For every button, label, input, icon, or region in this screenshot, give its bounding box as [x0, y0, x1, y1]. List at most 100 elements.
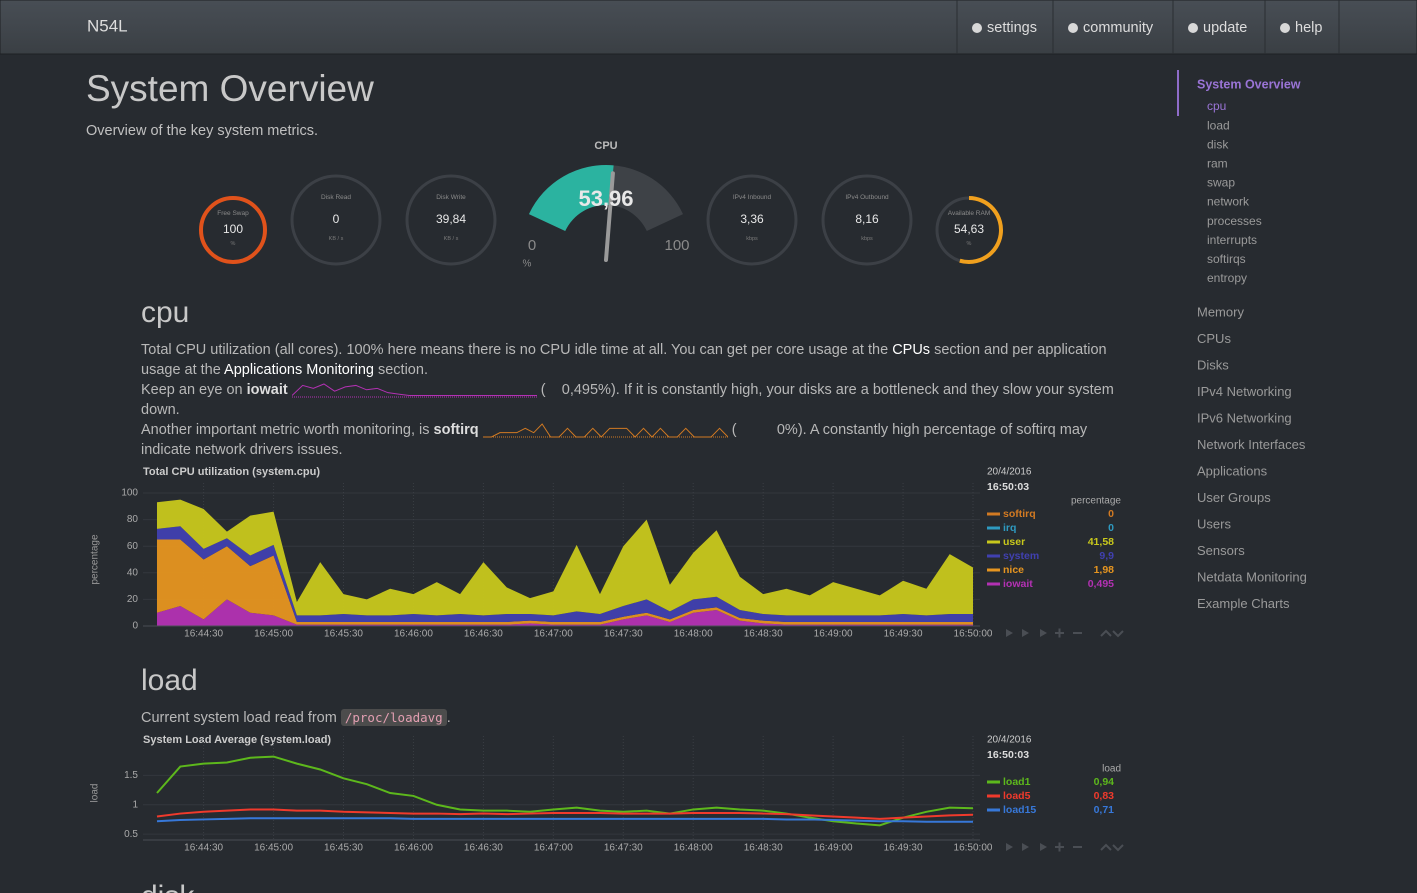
x-tick-label: 16:50:00: [954, 843, 993, 854]
legend-name[interactable]: user: [1003, 536, 1025, 548]
x-tick-label: 16:48:00: [674, 843, 713, 854]
text: Another important metric worth monitorin…: [141, 422, 434, 438]
sidebar-subitem[interactable]: ram: [1207, 156, 1228, 170]
sidebar-section[interactable]: Applications: [1197, 463, 1268, 478]
sidebar-subitem[interactable]: interrupts: [1207, 233, 1257, 247]
toolbar-button[interactable]: [1055, 628, 1082, 638]
sidebar-subitem[interactable]: network: [1207, 195, 1250, 209]
nav-link[interactable]: community: [1083, 20, 1154, 36]
nav-link[interactable]: help: [1295, 20, 1322, 36]
sidebar-section[interactable]: Disks: [1197, 357, 1229, 372]
gauge-unit: kbps: [746, 236, 758, 242]
y-tick-label: 60: [127, 541, 139, 552]
sidebar-subitem[interactable]: processes: [1207, 214, 1262, 228]
toolbar-button[interactable]: [1006, 629, 1013, 637]
toolbar-button[interactable]: [1022, 629, 1029, 637]
legend-value: 1,98: [1094, 564, 1115, 576]
sidebar-active[interactable]: System Overview: [1197, 77, 1301, 91]
y-axis-label: load: [90, 784, 101, 803]
legend-name[interactable]: load5: [1003, 790, 1031, 802]
x-tick-label: 16:47:00: [534, 629, 573, 640]
gauge-label: Available RAM: [948, 210, 991, 217]
sidebar-section[interactable]: Netdata Monitoring: [1197, 569, 1307, 584]
sidebar-subitem[interactable]: load: [1207, 118, 1230, 132]
sparkline: [291, 383, 537, 398]
gauge-value: 0: [333, 212, 340, 226]
gauge-unit: %: [967, 241, 972, 247]
section-heading: cpu: [141, 296, 189, 329]
text: Keep an eye on: [141, 382, 247, 398]
legend-date: 20/4/2016: [987, 467, 1032, 478]
sidebar-section[interactable]: Sensors: [1197, 543, 1245, 558]
y-tick-label: 0.5: [124, 829, 138, 840]
link[interactable]: Applications Monitoring: [224, 362, 374, 378]
legend-units: load: [1102, 764, 1121, 775]
sidebar-subitem[interactable]: entropy: [1207, 271, 1247, 285]
sidebar-subitem[interactable]: cpu: [1207, 99, 1226, 113]
sidebar-section[interactable]: User Groups: [1197, 490, 1271, 505]
x-tick-label: 16:45:00: [254, 629, 293, 640]
legend-name[interactable]: nice: [1003, 564, 1024, 576]
nav-icon: [972, 23, 982, 33]
sidebar-section[interactable]: Network Interfaces: [1197, 437, 1306, 452]
nav-link[interactable]: settings: [987, 20, 1037, 36]
sidebar-subitem[interactable]: swap: [1207, 176, 1235, 190]
gauge-track: [405, 174, 497, 266]
gauge-value: 3,36: [740, 212, 764, 226]
sidebar-section[interactable]: Memory: [1197, 304, 1244, 319]
legend-value: 0: [1108, 508, 1114, 520]
toolbar-button[interactable]: [1100, 629, 1124, 638]
gauge-unit: KB / s: [329, 236, 344, 242]
legend-name[interactable]: softirq: [1003, 508, 1036, 520]
toolbar-button[interactable]: [1040, 843, 1047, 851]
gauge-max: 100: [664, 237, 689, 254]
legend-name[interactable]: load1: [1003, 776, 1031, 788]
page-subtitle: Overview of the key system metrics.: [86, 123, 318, 139]
x-tick-label: 16:44:30: [184, 843, 223, 854]
toolbar-button[interactable]: [1006, 843, 1013, 851]
link[interactable]: CPUs: [892, 342, 931, 358]
sidebar-section[interactable]: IPv4 Networking: [1197, 384, 1292, 399]
x-tick-label: 16:48:30: [744, 629, 783, 640]
legend-name[interactable]: irq: [1003, 522, 1016, 534]
toolbar-button[interactable]: [1100, 843, 1124, 852]
toolbar-button[interactable]: [1040, 629, 1047, 637]
gauge-title: CPU: [594, 140, 617, 152]
chart-title: Total CPU utilization (system.cpu): [143, 466, 320, 478]
legend-name[interactable]: load15: [1003, 804, 1036, 816]
x-tick-label: 16:46:30: [464, 843, 503, 854]
sidebar-section[interactable]: CPUs: [1197, 331, 1231, 346]
area: [156, 499, 974, 616]
metric: softirq: [433, 422, 479, 438]
legend-value: 0: [1108, 522, 1114, 534]
sidebar-subitem[interactable]: disk: [1207, 137, 1229, 151]
x-tick-label: 16:47:30: [604, 843, 643, 854]
y-tick-label: 40: [127, 567, 139, 578]
x-tick-label: 16:49:00: [814, 843, 853, 854]
area: [156, 599, 974, 626]
brand[interactable]: N54L: [87, 16, 128, 35]
legend-value: 0,71: [1094, 804, 1115, 816]
legend-name[interactable]: iowait: [1003, 578, 1033, 590]
sidebar-section[interactable]: Users: [1197, 516, 1231, 531]
gauge-unit: kbps: [861, 236, 873, 242]
nav-icon: [1188, 23, 1198, 33]
toolbar-button[interactable]: [1055, 842, 1082, 852]
line: [156, 817, 974, 823]
code: /proc/loadavg: [340, 709, 447, 726]
gauge-track: [290, 174, 382, 266]
gauge-value: 54,63: [954, 222, 984, 236]
gauge-value: 8,16: [855, 212, 879, 226]
legend-time: 16:50:03: [987, 749, 1029, 761]
toolbar-button[interactable]: [1022, 843, 1029, 851]
gauge-unit: %: [523, 259, 532, 270]
sidebar-section[interactable]: Example Charts: [1197, 596, 1290, 611]
legend-value: 0,94: [1094, 776, 1115, 788]
legend-name[interactable]: system: [1003, 550, 1039, 562]
sidebar-subitem[interactable]: softirqs: [1207, 252, 1246, 266]
gauge-arc: [199, 196, 267, 264]
text: ). A constantly high percentage of softi…: [141, 422, 1088, 458]
y-tick-label: 0: [132, 621, 138, 632]
sidebar-section[interactable]: IPv6 Networking: [1197, 410, 1292, 425]
nav-link[interactable]: update: [1203, 20, 1247, 36]
